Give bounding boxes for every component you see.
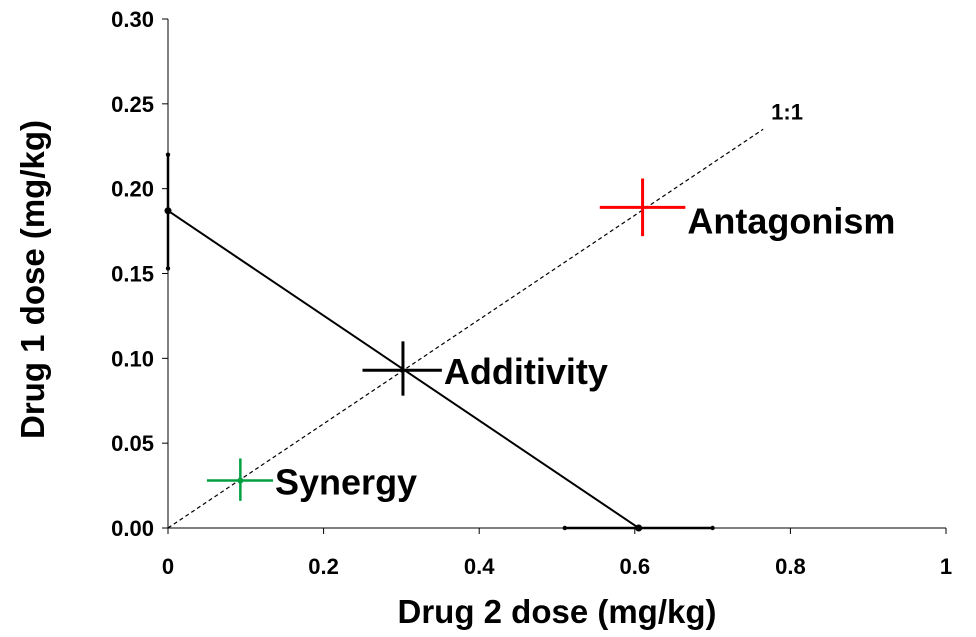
isobole-y-intercept-point [164, 207, 172, 215]
y-tick-label: 0.30 [111, 7, 154, 32]
y-tick-label: 0.15 [111, 262, 154, 287]
synergy-label: Synergy [275, 461, 417, 502]
y-tick-label: 0.10 [111, 346, 154, 371]
axes: 0.00 0.05 0.10 0.15 0.20 0.25 0.30 0 0.2 0.4 0.6 0.… [14, 7, 952, 630]
y-tick-label: 0.20 [111, 177, 154, 202]
synergy-point [237, 477, 244, 484]
isobole-y-error-cap [165, 152, 171, 157]
additivity-label: Additivity [444, 351, 608, 392]
isobole-x-error-cap [710, 525, 715, 531]
isobole-y-error-cap [165, 266, 171, 271]
y-axis-title: Drug 1 dose (mg/kg) [14, 120, 51, 439]
x-tick-label: 0 [162, 554, 174, 579]
chart-labels: 1:1 Additivity Antagonism Synergy [275, 99, 895, 502]
y-tick-label: 0.25 [111, 92, 154, 117]
x-axis-title: Drug 2 dose (mg/kg) [397, 593, 716, 630]
y-tick-label: 0.00 [111, 516, 154, 541]
ratio-line [167, 128, 764, 529]
isobole-x-intercept-point [635, 524, 643, 532]
x-tick-label: 0.4 [464, 554, 495, 579]
x-tick-label: 0.2 [308, 554, 339, 579]
x-tick-label: 0.6 [620, 554, 651, 579]
ratio-line-label: 1:1 [771, 99, 803, 124]
antagonism-label: Antagonism [687, 200, 895, 241]
chart-series [164, 128, 764, 532]
y-tick-label: 0.05 [111, 431, 154, 456]
x-tick-label: 0.8 [775, 554, 806, 579]
isobole-x-error-cap [562, 525, 567, 531]
x-tick-label: 1 [940, 554, 952, 579]
